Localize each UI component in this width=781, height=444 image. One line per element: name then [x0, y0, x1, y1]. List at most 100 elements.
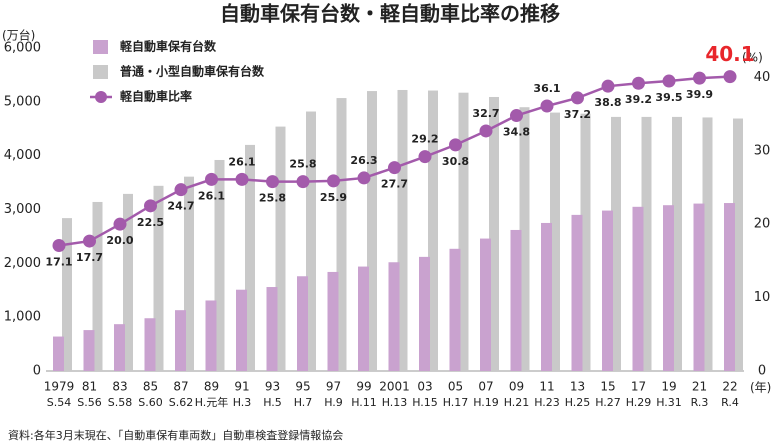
x-tick-label: 13: [570, 380, 585, 394]
line-marker: [449, 138, 462, 152]
bar: [550, 112, 560, 371]
bar: [397, 89, 408, 372]
y-unit: (万台): [2, 28, 35, 43]
data-label: 22.5: [137, 216, 164, 229]
bar: [114, 324, 125, 371]
bar: [419, 256, 430, 371]
x-tick-label: 99: [356, 380, 371, 394]
data-label: 30.8: [442, 155, 469, 168]
x-tick-label: 03: [417, 380, 432, 394]
line-marker: [52, 238, 66, 252]
bar: [297, 276, 308, 371]
y-tick-label: 4,000: [4, 148, 41, 163]
data-label: 26.1: [228, 155, 255, 168]
x-tick-label: 95: [295, 380, 310, 394]
bar: [53, 336, 64, 371]
data-label: 39.9: [686, 88, 713, 101]
x-tick-era: S.62: [169, 396, 193, 409]
x-tick-label: 85: [143, 380, 158, 394]
x-tick-era: S.60: [138, 396, 162, 409]
bar: [519, 107, 530, 371]
y2-tick-label: 0: [758, 364, 766, 379]
y2-tick-label: 30: [754, 143, 771, 158]
data-label: 20.0: [106, 234, 133, 247]
y-tick-label: 3,000: [4, 202, 41, 217]
bar: [693, 203, 705, 371]
data-label: 32.7: [472, 107, 499, 120]
x-unit: (年): [750, 381, 771, 395]
x-tick-era: H.29: [626, 396, 652, 409]
x-tick-label: 93: [265, 380, 280, 394]
x-tick-label: 11: [539, 380, 554, 394]
y2-unit: (%): [742, 51, 763, 65]
line-marker: [235, 172, 249, 186]
x-tick-era: H.5: [263, 396, 282, 409]
legend-swatch: [93, 65, 108, 79]
legend-label: 軽自動車比率: [120, 89, 192, 104]
data-label: 38.8: [594, 96, 621, 109]
data-label: 39.5: [655, 91, 682, 104]
data-label: 25.9: [320, 191, 347, 204]
bar: [153, 185, 164, 371]
x-tick-era: S.58: [108, 396, 132, 409]
bar: [602, 210, 613, 371]
x-tick-label: 81: [82, 380, 97, 394]
bar: [724, 203, 735, 371]
x-tick-label: 07: [478, 380, 493, 394]
legend-label: 普通・小型自動車保有台数: [120, 64, 265, 79]
data-label: 25.8: [259, 192, 286, 205]
bar: [245, 144, 255, 371]
bar: [327, 271, 339, 371]
bar: [458, 92, 469, 371]
data-label: 17.7: [76, 251, 103, 264]
x-tick-label: 21: [692, 380, 707, 394]
bar: [83, 330, 95, 371]
bar: [266, 287, 278, 371]
bar: [541, 222, 552, 371]
line-marker: [83, 234, 96, 248]
data-label: 29.2: [411, 133, 438, 146]
bar: [733, 118, 743, 371]
line-marker: [174, 183, 188, 197]
bar: [663, 205, 674, 371]
x-tick-era: H.31: [656, 396, 682, 409]
y-tick-label: 1,000: [4, 310, 41, 325]
line-marker: [418, 150, 432, 164]
bar: [144, 318, 156, 371]
line-marker: [723, 70, 737, 84]
y-tick-label: 0: [33, 364, 41, 379]
bar: [641, 116, 652, 371]
x-tick-era: H.7: [294, 396, 313, 409]
line-marker: [662, 74, 676, 88]
data-label: 26.3: [350, 154, 377, 167]
bar: [580, 113, 591, 371]
bar: [367, 91, 377, 372]
data-label: 34.8: [503, 126, 530, 139]
x-tick-era: H.17: [443, 396, 469, 409]
x-tick-era: H.13: [382, 396, 408, 409]
line-marker: [479, 124, 493, 138]
x-tick-era: H.19: [473, 396, 499, 409]
bar: [205, 300, 217, 371]
x-tick-era: H.21: [504, 396, 530, 409]
x-tick-label: 97: [326, 380, 341, 394]
line-marker: [296, 175, 310, 189]
bar: [123, 193, 133, 371]
bar: [184, 176, 194, 371]
line-marker: [144, 199, 157, 213]
x-tick-label: 2001: [379, 380, 410, 394]
x-tick-era: H.27: [595, 396, 621, 409]
legend-label: 軽自動車保有台数: [120, 39, 217, 54]
bar: [510, 229, 522, 371]
line-marker: [327, 174, 340, 188]
line-marker: [357, 171, 371, 185]
x-tick-label: 91: [234, 380, 249, 394]
x-tick-era: H.11: [351, 396, 377, 409]
x-tick-era: H.23: [534, 396, 560, 409]
x-tick-label: 17: [631, 380, 646, 394]
bar: [611, 116, 621, 371]
chart-title: 自動車保有台数・軽自動車比率の推移: [220, 2, 560, 26]
x-tick-era: R.3: [691, 396, 709, 409]
bar: [214, 159, 225, 371]
